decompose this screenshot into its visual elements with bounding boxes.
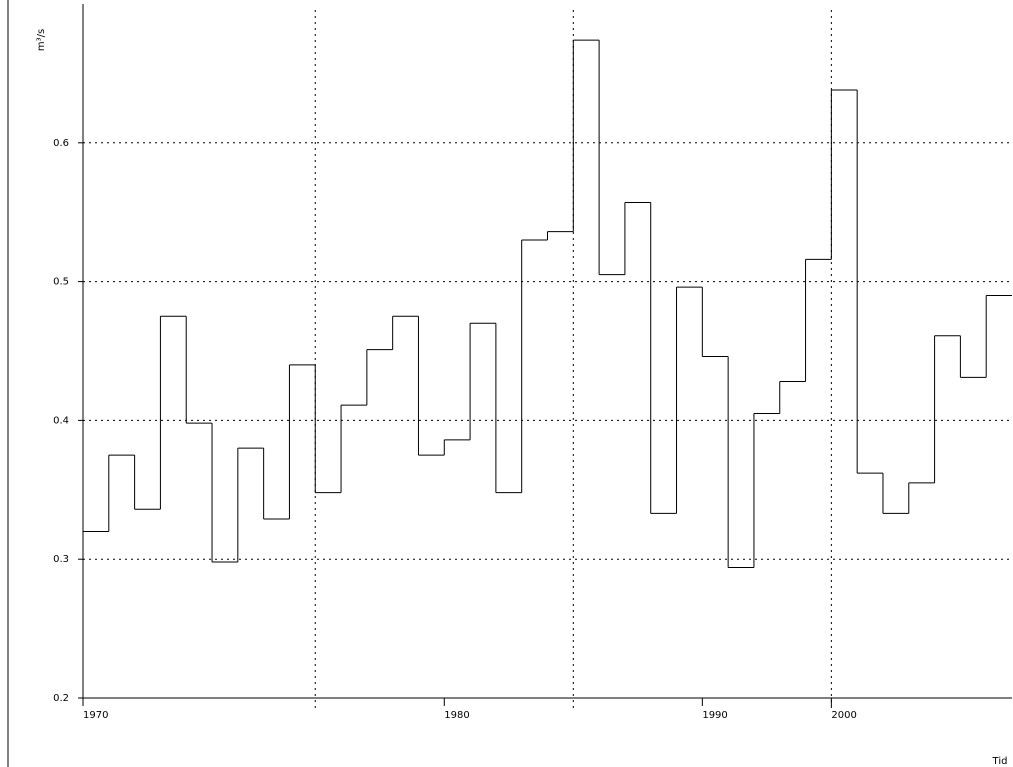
y-axis-label: m³/s — [36, 29, 47, 51]
y-tick-label: 0.3 — [53, 554, 69, 565]
x-tick-label: 1970 — [83, 710, 108, 721]
x-tick-label: 1990 — [702, 710, 727, 721]
y-tick-label: 0.5 — [53, 277, 69, 288]
x-tick-label: 2000 — [831, 710, 856, 721]
y-tick-label: 0.2 — [53, 693, 69, 704]
y-tick-label: 0.6 — [53, 138, 69, 149]
y-tick-label: 0.4 — [53, 415, 69, 426]
x-axis-label: Tid — [992, 756, 1008, 767]
x-tick-label: 1980 — [444, 710, 469, 721]
